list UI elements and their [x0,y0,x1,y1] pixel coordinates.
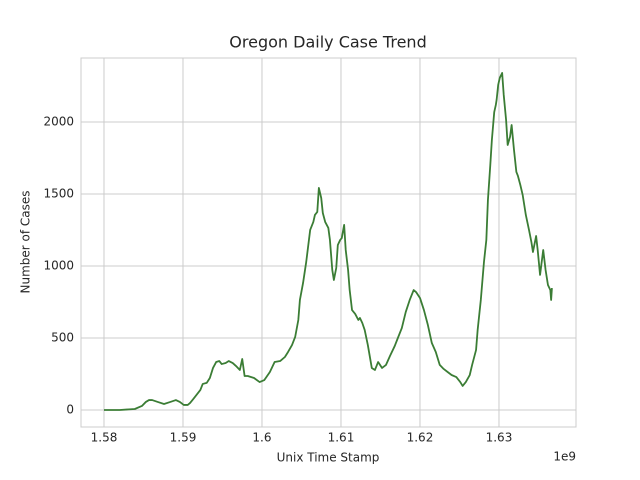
y-tick-label: 500 [51,330,74,344]
x-tick-label: 1.58 [91,431,118,445]
plot-frame [80,57,577,428]
x-tick-label: 1.62 [407,431,434,445]
marks [103,72,553,411]
x-tick-label: 1.61 [328,431,355,445]
data-line [103,72,553,411]
x-axis-label: Unix Time Stamp [277,451,380,465]
x-tick-label: 1.59 [170,431,197,445]
y-tick-label: 1500 [43,186,74,200]
chart-title: Oregon Daily Case Trend [229,33,426,52]
x-offset-label: 1e9 [553,450,576,464]
grid [81,58,576,427]
x-tick-label: 1.63 [486,431,513,445]
y-tick-label: 1000 [43,258,74,272]
y-tick-label: 0 [66,403,74,417]
x-tick-label: 1.6 [252,431,271,445]
y-tick-label: 2000 [43,114,74,128]
y-axis-label: Number of Cases [19,190,33,293]
